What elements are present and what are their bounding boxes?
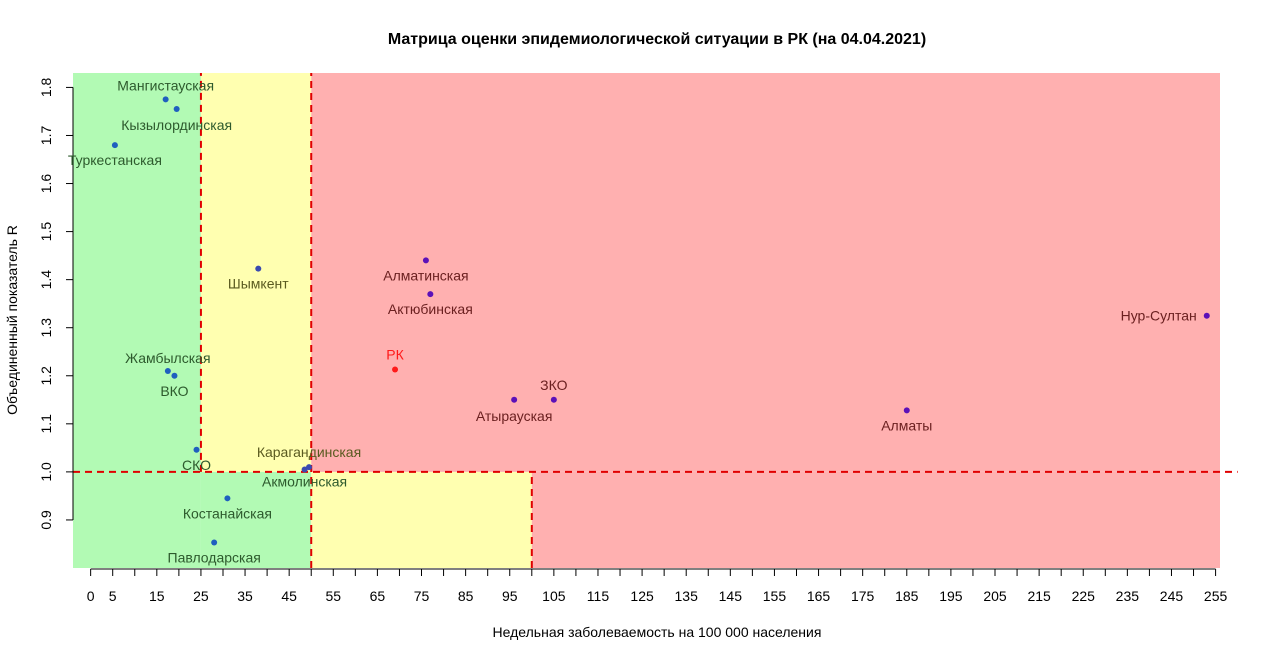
x-axis-label: Недельная заболеваемость на 100 000 насе… <box>493 624 822 640</box>
x-tick-label-24: 235 <box>1116 588 1140 604</box>
y-tick-label-1: 1.0 <box>38 462 54 482</box>
data-point-16 <box>903 407 910 414</box>
data-point-label-1: Кызылординская <box>121 117 232 133</box>
y-axis-label: Объединенный показатель R <box>4 225 20 415</box>
data-point-label-13: РК <box>386 347 404 363</box>
zone-rect-0 <box>73 73 201 568</box>
zone-rect-2 <box>200 471 312 568</box>
data-point-12 <box>427 291 434 298</box>
x-tick-label-23: 225 <box>1072 588 1096 604</box>
data-point-label-5: ВКО <box>160 383 188 399</box>
x-tick-label-9: 85 <box>458 588 474 604</box>
y-tick-label-8: 1.7 <box>38 126 54 146</box>
data-point-8 <box>301 466 308 473</box>
data-point-label-6: СКО <box>182 457 211 473</box>
data-point-label-10: Павлодарская <box>168 550 261 566</box>
y-tick-label-7: 1.6 <box>38 174 54 194</box>
data-point-label-3: Шымкент <box>228 276 289 292</box>
x-tick-label-14: 135 <box>675 588 699 604</box>
zone-rect-1 <box>200 73 312 472</box>
data-point-10 <box>211 539 218 546</box>
data-point-13 <box>392 366 399 373</box>
data-point-17 <box>1203 312 1210 319</box>
data-point-label-16: Алматы <box>881 417 932 433</box>
data-point-label-4: Жамбылская <box>125 350 210 366</box>
x-tick-label-4: 35 <box>237 588 253 604</box>
x-tick-label-13: 125 <box>630 588 654 604</box>
data-point-5 <box>171 372 178 379</box>
zone-rect-4 <box>311 73 1220 472</box>
y-tick-label-9: 1.8 <box>38 77 54 97</box>
y-tick-label-5: 1.4 <box>38 270 54 290</box>
data-point-3 <box>255 265 262 272</box>
data-point-label-15: Атырауская <box>476 408 553 424</box>
y-tick-label-4: 1.3 <box>38 318 54 338</box>
y-tick-label-0: 0.9 <box>38 510 54 530</box>
data-point-4 <box>164 367 171 374</box>
x-tick-label-1: 5 <box>109 588 117 604</box>
data-point-0 <box>162 96 169 103</box>
data-point-label-0: Мангистауская <box>117 77 214 93</box>
x-tick-label-11: 105 <box>542 588 566 604</box>
zone-rect-3 <box>311 471 532 568</box>
data-point-label-11: Алматинская <box>383 267 468 283</box>
x-tick-label-21: 205 <box>983 588 1007 604</box>
x-tick-label-16: 155 <box>763 588 787 604</box>
x-tick-label-22: 215 <box>1027 588 1051 604</box>
data-point-label-14: ЗКО <box>540 377 567 393</box>
x-tick-label-19: 185 <box>895 588 919 604</box>
data-point-label-8: Акмолинская <box>262 473 347 489</box>
x-tick-label-18: 175 <box>851 588 875 604</box>
data-point-1 <box>173 106 180 113</box>
x-tick-label-25: 245 <box>1160 588 1184 604</box>
x-tick-label-15: 145 <box>719 588 743 604</box>
data-point-9 <box>224 495 231 502</box>
zone-backgrounds <box>73 73 1220 568</box>
data-point-label-2: Туркестанская <box>68 152 162 168</box>
x-tick-label-0: 0 <box>87 588 95 604</box>
data-point-6 <box>193 446 200 453</box>
data-point-7 <box>306 464 313 471</box>
y-tick-label-6: 1.5 <box>38 222 54 242</box>
x-tick-label-26: 255 <box>1204 588 1228 604</box>
threshold-lines <box>73 73 1238 568</box>
x-tick-label-5: 45 <box>281 588 297 604</box>
y-tick-label-3: 1.2 <box>38 366 54 386</box>
x-tick-label-10: 95 <box>502 588 518 604</box>
x-tick-label-7: 65 <box>370 588 386 604</box>
data-point-2 <box>111 142 118 149</box>
x-tick-label-17: 165 <box>807 588 831 604</box>
zone-rect-5 <box>531 471 1220 568</box>
x-tick-label-6: 55 <box>325 588 341 604</box>
x-tick-label-3: 25 <box>193 588 209 604</box>
x-tick-label-12: 115 <box>587 588 610 604</box>
data-point-14 <box>550 396 557 403</box>
x-tick-label-2: 15 <box>149 588 165 604</box>
data-point-label-7: Карагандинская <box>257 444 361 460</box>
data-point-label-17: Нур-Султан <box>1121 308 1197 324</box>
data-point-label-12: Актюбинская <box>388 301 473 317</box>
axes: 0.9 1.0 1.1 1.2 1.3 1.4 1.5 1.6 1.7 1.8 0 5 15 25 35 45… <box>38 77 1227 604</box>
x-tick-label-20: 195 <box>939 588 963 604</box>
y-tick-label-2: 1.1 <box>38 414 54 434</box>
data-point-label-9: Костанайская <box>183 505 272 521</box>
x-tick-label-8: 75 <box>414 588 430 604</box>
data-point-11 <box>422 257 429 264</box>
chart-title: Матрица оценки эпидемиологической ситуац… <box>388 31 926 48</box>
data-point-15 <box>511 396 518 403</box>
data-points: Мангистауская Кызылординская Туркестанская… <box>68 77 1210 566</box>
